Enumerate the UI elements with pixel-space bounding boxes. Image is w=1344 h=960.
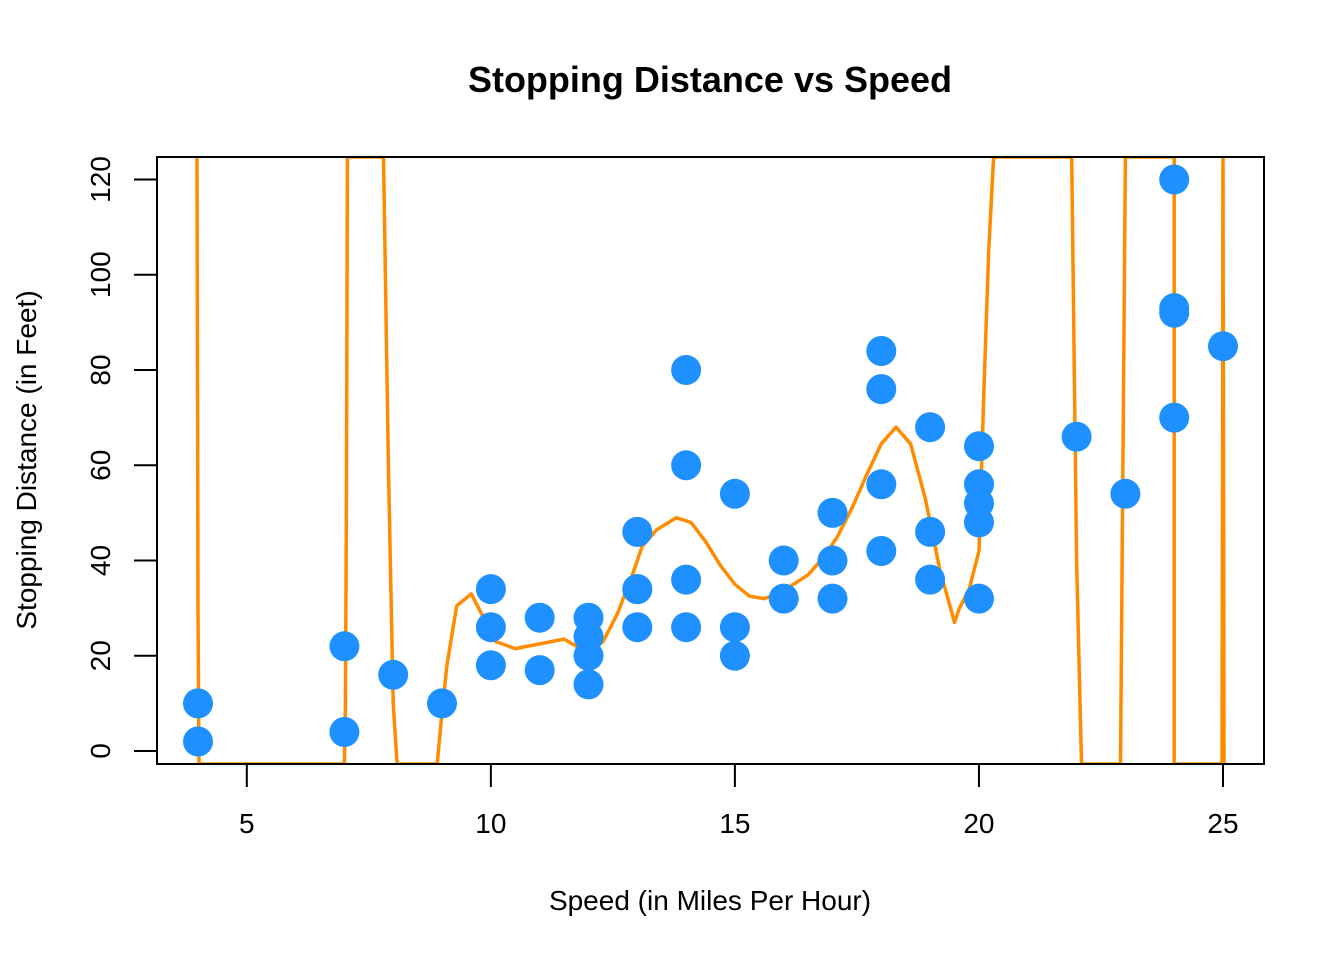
x-tick-label: 25 bbox=[1207, 808, 1238, 839]
data-point bbox=[671, 612, 702, 643]
data-point bbox=[866, 469, 897, 500]
y-tick-label: 80 bbox=[85, 354, 116, 385]
y-tick-label: 40 bbox=[85, 545, 116, 576]
data-point bbox=[1159, 293, 1190, 324]
data-point bbox=[1110, 478, 1141, 509]
y-tick-label: 100 bbox=[85, 251, 116, 298]
data-point bbox=[1208, 331, 1238, 362]
x-tick-label: 20 bbox=[963, 808, 994, 839]
data-point bbox=[817, 497, 848, 528]
data-point bbox=[524, 655, 555, 686]
data-point bbox=[1159, 402, 1190, 433]
fit-line-layer bbox=[195, 157, 1226, 764]
x-axis-title: Speed (in Miles Per Hour) bbox=[549, 885, 871, 916]
data-point bbox=[671, 564, 702, 595]
chart-title: Stopping Distance vs Speed bbox=[468, 59, 952, 100]
data-point bbox=[183, 726, 213, 757]
data-point bbox=[719, 640, 750, 671]
data-point bbox=[768, 583, 799, 614]
data-point bbox=[866, 374, 897, 405]
data-point bbox=[329, 717, 360, 747]
data-point bbox=[427, 688, 457, 719]
data-point bbox=[915, 516, 946, 547]
data-point bbox=[622, 612, 653, 643]
y-tick-label: 120 bbox=[85, 156, 116, 203]
data-point bbox=[524, 602, 555, 633]
data-point bbox=[183, 688, 213, 719]
data-point bbox=[329, 631, 360, 662]
data-point bbox=[719, 612, 750, 643]
data-point bbox=[475, 650, 506, 681]
fit-line bbox=[195, 157, 1226, 764]
data-point bbox=[817, 545, 848, 576]
data-point bbox=[817, 583, 848, 614]
data-point bbox=[671, 450, 702, 481]
data-point bbox=[671, 355, 702, 385]
data-point bbox=[719, 478, 750, 509]
data-point bbox=[768, 545, 799, 576]
data-point bbox=[622, 574, 653, 605]
data-point bbox=[915, 412, 946, 443]
x-axis: 5 10 15 20 25 bbox=[239, 763, 1239, 839]
data-point bbox=[1159, 164, 1190, 195]
data-point bbox=[915, 564, 946, 595]
y-axis-title: Stopping Distance (in Feet) bbox=[11, 290, 42, 629]
plot-frame bbox=[156, 156, 1265, 765]
data-point bbox=[866, 336, 897, 366]
y-tick-label: 20 bbox=[85, 640, 116, 671]
y-axis: 0 20 40 60 80 100 120 bbox=[85, 156, 158, 759]
y-tick-label: 0 bbox=[85, 743, 116, 759]
data-point bbox=[475, 612, 506, 643]
data-point bbox=[866, 536, 897, 566]
x-tick-label: 10 bbox=[475, 808, 506, 839]
x-tick-label: 5 bbox=[239, 808, 255, 839]
data-point bbox=[573, 602, 604, 633]
data-point bbox=[964, 431, 994, 462]
data-point bbox=[622, 516, 653, 547]
x-tick-label: 15 bbox=[719, 808, 750, 839]
data-point bbox=[573, 669, 604, 700]
data-point bbox=[964, 469, 994, 500]
data-point bbox=[964, 583, 994, 614]
y-tick-label: 60 bbox=[85, 450, 116, 481]
data-points-layer bbox=[183, 164, 1238, 757]
data-point bbox=[378, 659, 409, 690]
data-point bbox=[475, 574, 506, 605]
data-point bbox=[1061, 421, 1092, 452]
